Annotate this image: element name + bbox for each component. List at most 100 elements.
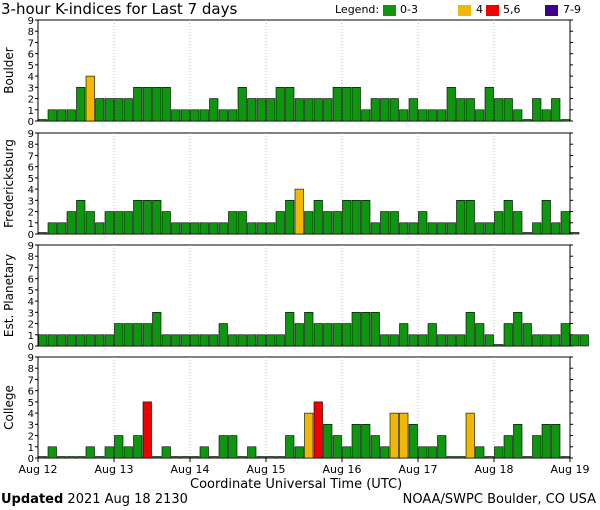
y-tick-label: 0 (28, 117, 34, 128)
y-tick-label: 0 (28, 230, 34, 241)
k-index-bar (218, 435, 228, 459)
legend-swatch-4 (458, 5, 471, 16)
k-index-bar (551, 98, 561, 122)
k-index-bar (532, 98, 542, 122)
station-label: College (2, 385, 16, 430)
k-index-bar (456, 334, 466, 347)
panel-frame (37, 356, 571, 459)
y-tick-label: 2 (28, 432, 34, 443)
k-index-bar (456, 98, 466, 122)
k-index-bar (399, 323, 409, 347)
k-index-bar (237, 87, 247, 122)
k-index-bar (142, 200, 152, 235)
k-index-bar (522, 456, 532, 459)
k-index-bar (560, 119, 570, 122)
k-index-bar (380, 446, 390, 459)
y-tick-label: 9 (28, 16, 34, 27)
k-index-bar (237, 456, 247, 459)
y-tick-label: 2 (28, 95, 34, 106)
x-tick-label: Aug 17 (399, 463, 438, 476)
k-index-bar (161, 211, 171, 235)
y-tick-label: 1 (28, 443, 34, 454)
k-index-bar (370, 312, 380, 347)
k-index-bar (209, 222, 219, 235)
k-index-bar (399, 412, 409, 459)
k-index-bar (256, 98, 266, 122)
k-index-bar (370, 98, 380, 122)
k-index-bar (247, 98, 257, 122)
x-axis-label: Coordinate Universal Time (UTC) (190, 477, 403, 492)
k-index-bar (66, 334, 76, 347)
k-index-bar (399, 222, 409, 235)
k-index-bar (437, 109, 447, 122)
k-index-bar (266, 222, 276, 235)
x-tick-label: Aug 19 (551, 463, 590, 476)
k-index-bar (551, 222, 561, 235)
k-index-bar (247, 334, 257, 347)
y-tick-label: 6 (28, 50, 34, 61)
k-index-bar (437, 334, 447, 347)
y-tick-label: 1 (28, 219, 34, 230)
k-index-bar (114, 98, 124, 122)
k-index-bar (332, 435, 342, 459)
k-index-bar (342, 446, 352, 459)
k-index-bar (446, 456, 456, 459)
k-index-bar (95, 222, 105, 235)
k-index-bar (294, 323, 304, 347)
k-index-bar (427, 109, 437, 122)
legend-item-4: 4 (476, 3, 483, 16)
k-index-bar (465, 200, 475, 235)
k-index-bar (199, 446, 209, 459)
k-index-bar (285, 312, 295, 347)
y-tick-label: 7 (28, 375, 34, 386)
y-tick-label: 8 (28, 27, 34, 38)
k-index-bar (152, 312, 162, 347)
k-index-bar (161, 87, 171, 122)
k-index-bar (380, 211, 390, 235)
legend-item-5-6: 5,6 (503, 3, 521, 16)
k-index-bar (275, 87, 285, 122)
k-index-bar (218, 109, 228, 122)
k-index-bar (152, 456, 162, 459)
k-index-bar (304, 211, 314, 235)
k-index-bar (361, 200, 371, 235)
k-index-bar (475, 109, 485, 122)
k-index-bar (313, 200, 323, 235)
y-tick-label: 2 (28, 208, 34, 219)
y-tick-label: 2 (28, 320, 34, 331)
k-index-bar (522, 232, 532, 235)
k-index-bar (541, 334, 551, 347)
k-index-bar (57, 456, 67, 459)
k-index-bar (152, 87, 162, 122)
k-index-bar (266, 334, 276, 347)
k-index-bar (256, 334, 266, 347)
k-index-bar (408, 222, 418, 235)
k-index-bar (190, 222, 200, 235)
k-index-bar (408, 424, 418, 459)
y-tick-label: 8 (28, 252, 34, 263)
k-index-bar (57, 222, 67, 235)
k-index-bar (123, 446, 133, 459)
k-index-bar (427, 446, 437, 459)
k-index-bar (247, 446, 257, 459)
k-index-bar (351, 312, 361, 347)
k-index-bar (247, 222, 257, 235)
k-index-bar (142, 87, 152, 122)
y-tick-label: 3 (28, 308, 34, 319)
k-index-bar (76, 456, 86, 459)
k-index-bar (342, 323, 352, 347)
legend-item-0-3: 0-3 (400, 3, 418, 16)
y-tick-label: 7 (28, 151, 34, 162)
k-index-bar (389, 98, 399, 122)
k-index-bar (190, 334, 200, 347)
k-index-bar (133, 200, 143, 235)
k-index-bar (152, 200, 162, 235)
k-index-bar (171, 109, 181, 122)
y-tick-label: 4 (28, 297, 34, 308)
legend-swatch-0-3 (383, 5, 396, 16)
k-index-bar (446, 334, 456, 347)
y-tick-label: 3 (28, 196, 34, 207)
chart-title: 3-hour K-indices for Last 7 days (1, 0, 238, 18)
k-index-bar (484, 87, 494, 122)
k-index-bar (114, 435, 124, 459)
